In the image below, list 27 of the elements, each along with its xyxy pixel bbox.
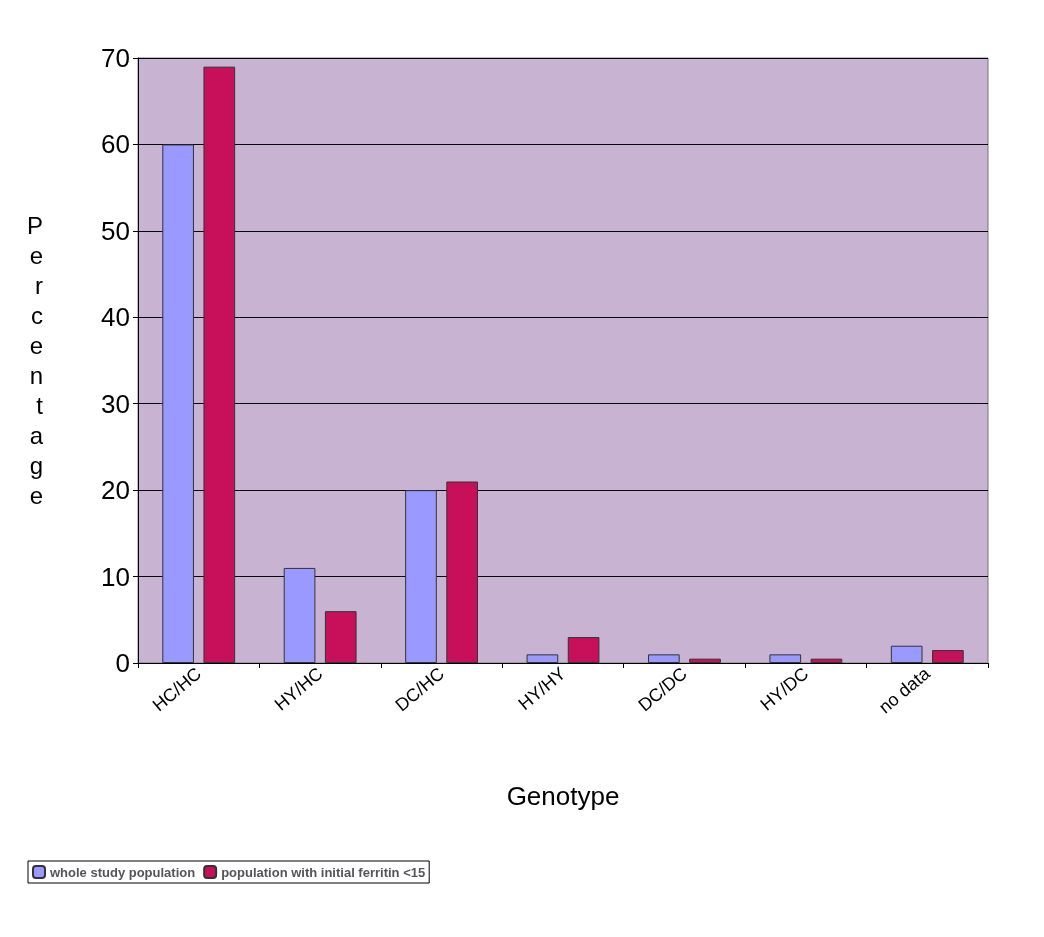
bar [689, 658, 721, 663]
bar [405, 490, 437, 663]
bar [324, 611, 357, 663]
y-tick-label: 20 [101, 475, 130, 506]
y-tick-label: 50 [101, 215, 130, 246]
y-tick-label: 10 [101, 561, 130, 592]
bar [567, 637, 600, 663]
y-tick-label: 30 [101, 388, 130, 419]
y-tick-label: 70 [101, 43, 130, 73]
bar [162, 144, 194, 663]
bar [446, 481, 478, 663]
bar [890, 645, 923, 663]
y-tick-label: 60 [101, 129, 130, 160]
bar [810, 658, 843, 663]
x-axis-title: Genotype [506, 781, 620, 811]
bar [526, 654, 559, 663]
bar [769, 654, 802, 663]
text: Percentage [26, 212, 43, 509]
bar [932, 650, 964, 663]
legend-label: population with initial ferritin <15 [221, 864, 426, 880]
bar [283, 567, 316, 663]
y-tick-label: 40 [101, 302, 130, 333]
legend-label: whole study population [49, 864, 196, 880]
x-tick-label: no data [874, 662, 935, 718]
bar [203, 66, 236, 663]
y-tick-label: 0 [115, 648, 130, 678]
bar [648, 654, 680, 663]
